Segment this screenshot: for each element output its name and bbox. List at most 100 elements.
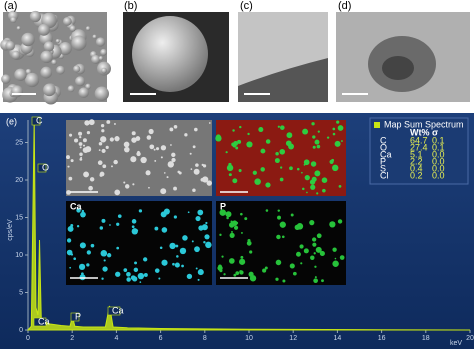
- map-dot: [80, 211, 86, 218]
- map-dot: [79, 152, 83, 156]
- map-dot: [317, 130, 320, 133]
- map-dot: [101, 277, 104, 280]
- map-dot: [176, 255, 179, 258]
- map-dot: [303, 159, 310, 166]
- map-dot: [302, 128, 309, 135]
- map-dot: [109, 224, 111, 226]
- ca-map: [66, 201, 212, 285]
- map-dot: [338, 184, 342, 188]
- map-dot: [299, 244, 304, 249]
- sphere: [85, 83, 91, 90]
- map-dot: [277, 215, 281, 220]
- map-dot: [126, 271, 131, 277]
- map-dot: [101, 148, 106, 154]
- legend-cell: 5.1: [410, 149, 423, 159]
- x-tick-label: 6: [159, 335, 163, 342]
- legend-cell: P: [380, 156, 386, 166]
- map-dot: [171, 157, 176, 163]
- map-dot: [310, 161, 317, 167]
- map-dot: [138, 209, 143, 213]
- map-dot: [114, 136, 120, 142]
- map-dot: [239, 125, 242, 129]
- map-dot: [277, 125, 280, 128]
- map-dot: [98, 149, 101, 151]
- sphere: [11, 50, 21, 60]
- map-dot: [193, 168, 200, 175]
- map-dot: [286, 132, 293, 139]
- map-dot: [332, 260, 339, 267]
- sphere: [100, 48, 107, 56]
- map-dot: [126, 277, 131, 282]
- map-dot: [288, 143, 295, 150]
- map-dot: [148, 186, 150, 189]
- map-dot: [321, 279, 324, 283]
- peak-label: Ca: [38, 316, 50, 326]
- sphere: [21, 32, 35, 47]
- legend-title: Map Sum Spectrum: [384, 119, 464, 129]
- map-dot: [337, 125, 344, 131]
- map-dot: [206, 242, 209, 245]
- map-dot: [154, 159, 157, 162]
- map-dot: [239, 258, 246, 265]
- map-dot: [86, 130, 91, 135]
- map-dot: [79, 136, 82, 139]
- map-dot: [124, 146, 130, 153]
- legend-header: Wt%: [410, 127, 430, 137]
- map-dot: [233, 140, 239, 146]
- map-dot: [265, 182, 271, 188]
- peak-label: Ca: [112, 305, 124, 315]
- map-dot: [191, 240, 194, 243]
- map-dot: [326, 136, 330, 139]
- map-dot: [153, 148, 156, 151]
- map-dot: [89, 177, 95, 182]
- map-dot: [137, 272, 145, 280]
- map-dot: [304, 174, 310, 181]
- map-dot: [177, 170, 181, 174]
- peak-label-box: [107, 306, 121, 316]
- map-dot: [198, 225, 204, 231]
- map-dot: [226, 164, 234, 172]
- map-dot: [276, 234, 281, 240]
- sphere: [75, 76, 86, 87]
- map-dot: [161, 227, 168, 233]
- map-dot: [306, 191, 308, 194]
- y-tick-label: 0: [19, 327, 23, 334]
- map-dot: [66, 238, 72, 243]
- sphere: [92, 34, 97, 39]
- map-dot: [275, 151, 279, 156]
- map-dot: [123, 268, 128, 272]
- map-dot: [99, 226, 104, 230]
- map-dot: [154, 226, 159, 231]
- map-dot: [219, 269, 223, 273]
- map-dot: [313, 278, 318, 284]
- legend-cell: 64.7: [410, 135, 428, 145]
- map-dot: [69, 133, 73, 137]
- y-tick-label: 25: [15, 139, 23, 146]
- map-dot: [113, 159, 118, 165]
- x-tick-label: 8: [203, 335, 207, 342]
- map-dot: [205, 241, 212, 249]
- map-dot: [117, 214, 122, 219]
- map-dot: [277, 209, 280, 212]
- map-dot: [225, 151, 228, 154]
- map-dot: [310, 255, 315, 260]
- map-dot: [149, 144, 155, 150]
- map-dot: [321, 177, 328, 183]
- map-dot: [148, 128, 154, 135]
- map-dot: [146, 135, 152, 140]
- map-dot: [116, 222, 120, 226]
- map-dot: [182, 235, 188, 241]
- map-dot: [169, 242, 176, 250]
- map-dot: [131, 131, 136, 136]
- map-dot: [252, 170, 257, 175]
- map-dot: [314, 276, 317, 279]
- x-tick-label: 0: [26, 335, 30, 342]
- map-dot: [187, 211, 190, 214]
- map-dot: [202, 176, 209, 183]
- map-dot: [99, 171, 105, 177]
- map-dot: [312, 242, 317, 247]
- map-dot: [106, 253, 112, 258]
- sphere: [98, 56, 104, 61]
- map-dot: [309, 220, 315, 226]
- map-dot: [194, 127, 198, 132]
